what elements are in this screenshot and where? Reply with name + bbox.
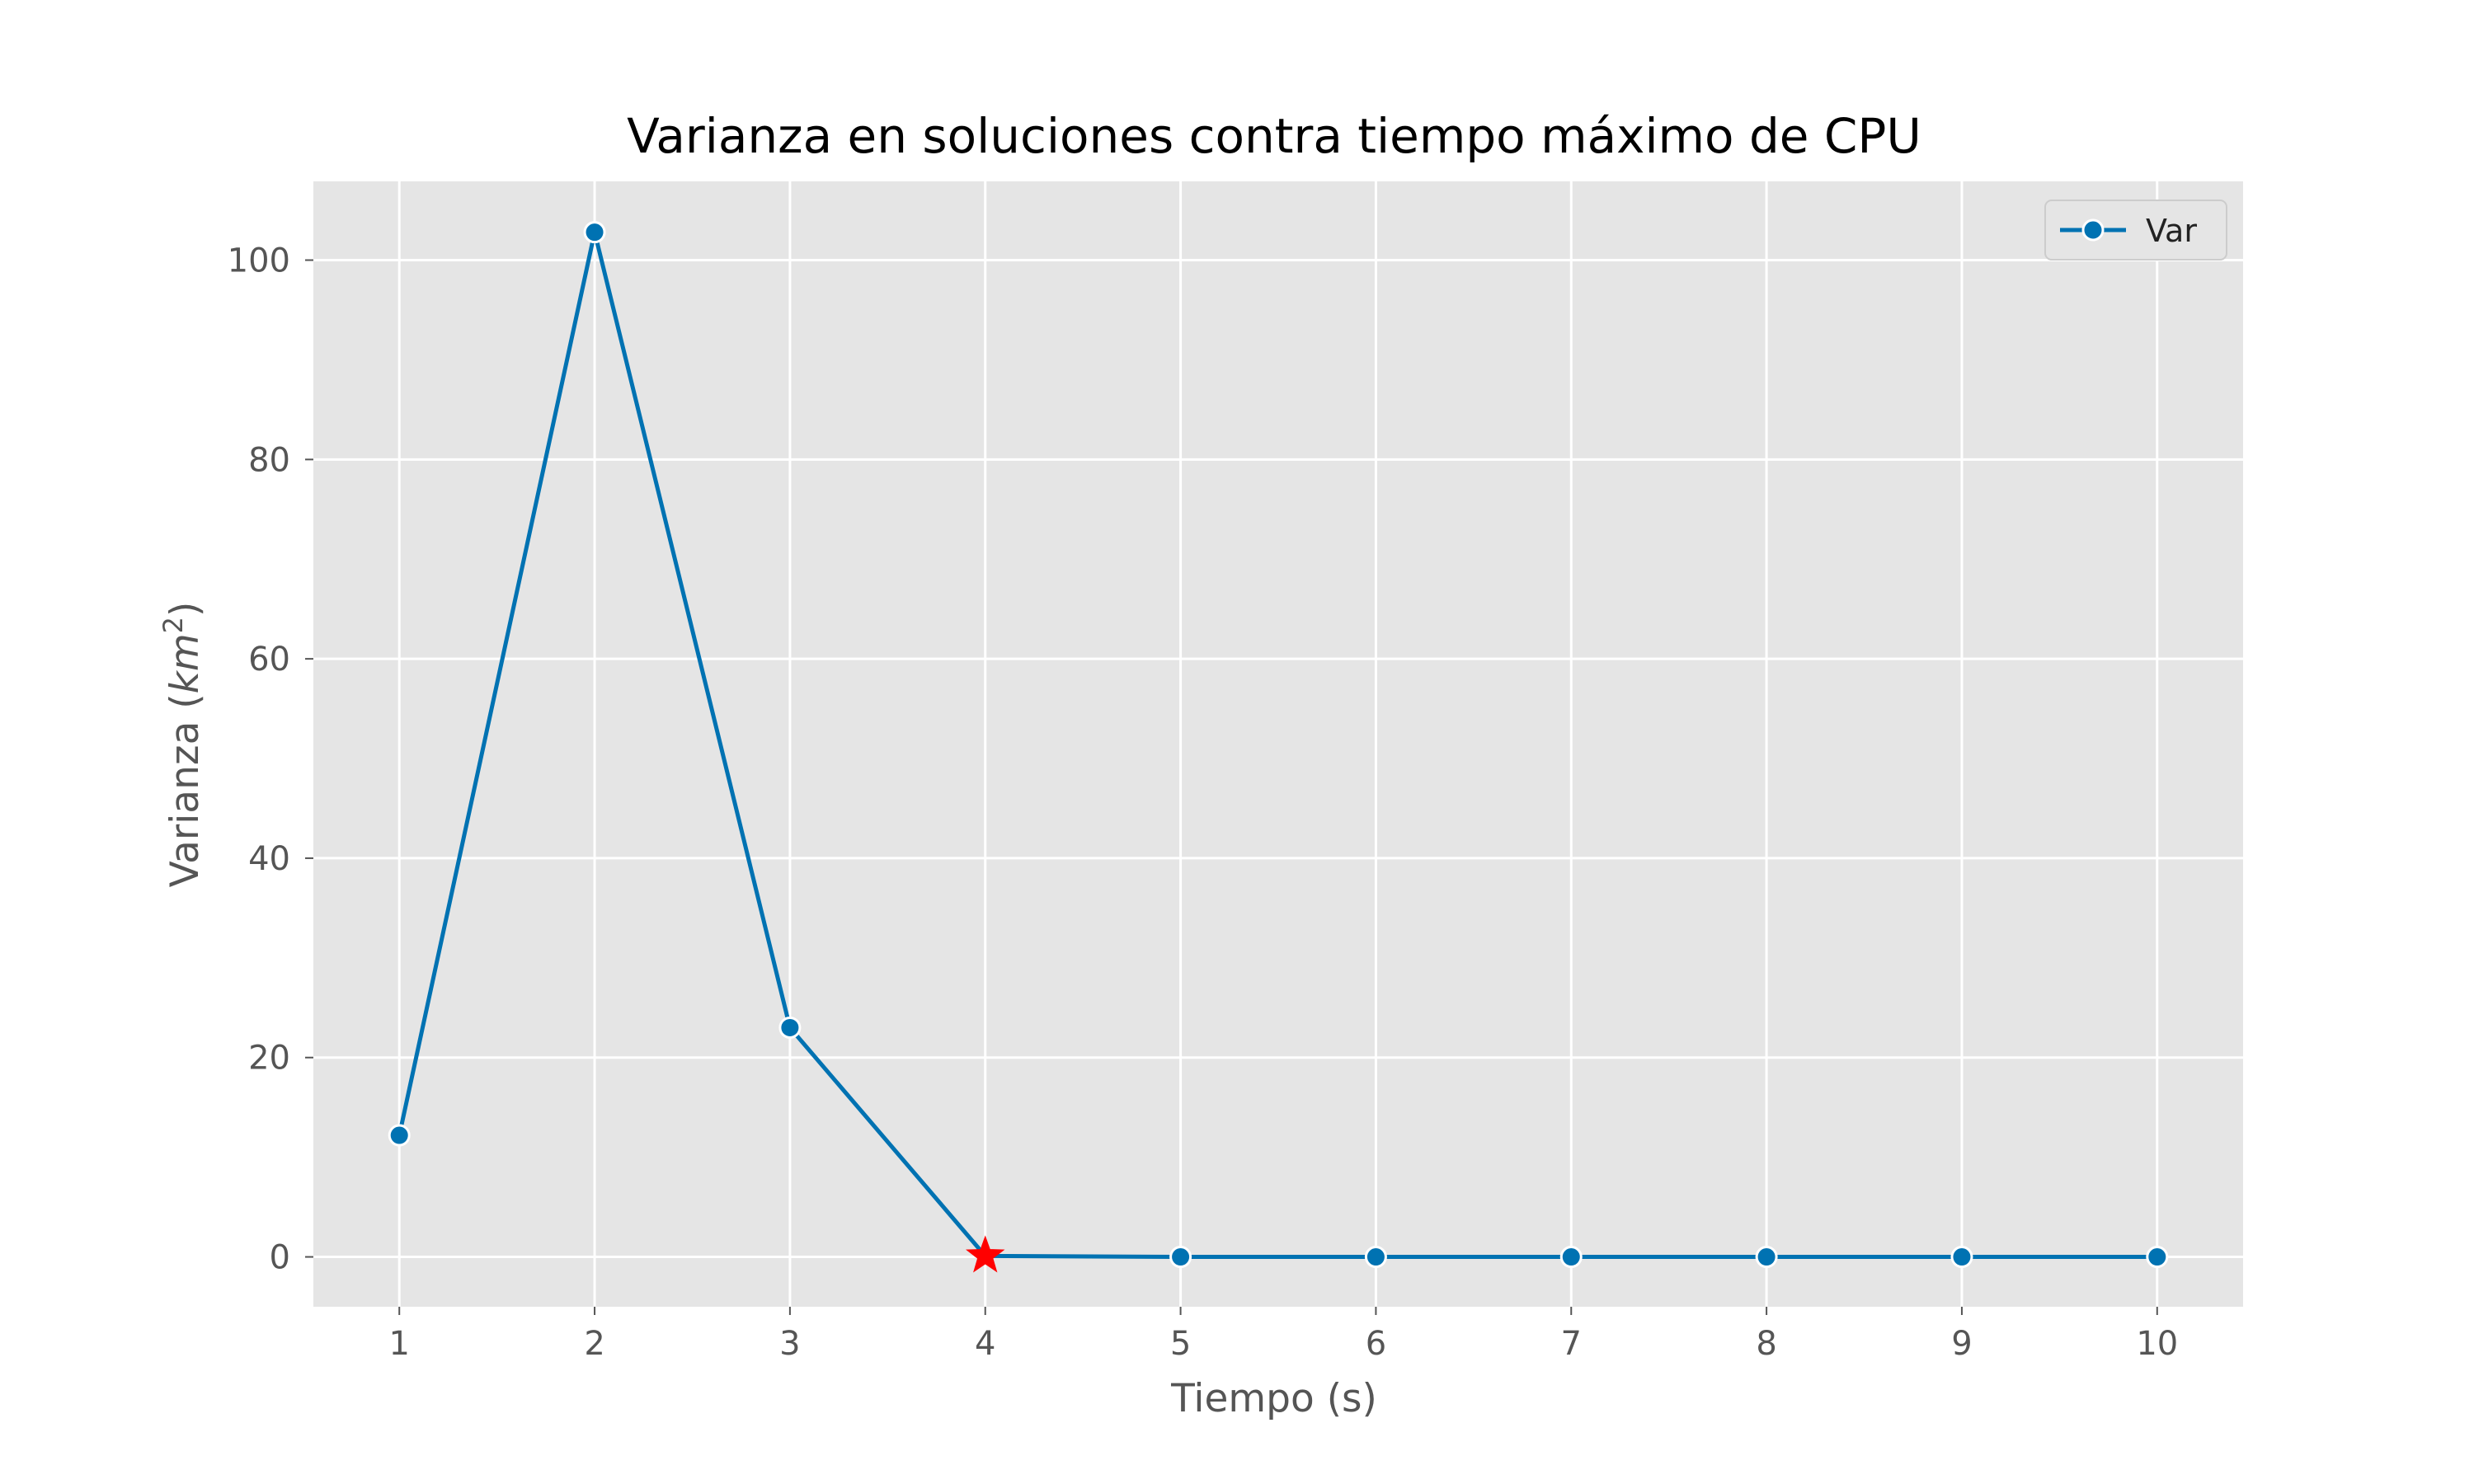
x-tick-label: 8 <box>1756 1325 1776 1363</box>
y-tick-label: 100 <box>228 242 290 280</box>
plot-area <box>313 181 2243 1307</box>
points-layer <box>388 221 2169 1269</box>
x-tick-label: 7 <box>1561 1325 1582 1363</box>
data-point <box>583 221 606 244</box>
data-point <box>1559 1246 1583 1269</box>
y-axis-label-superscript: 2 <box>158 617 189 633</box>
highlight-layer <box>965 1235 1005 1273</box>
y-axis-label: Varianza (km2) <box>158 602 208 888</box>
data-point <box>778 1016 802 1039</box>
y-axis-label-unit: km <box>162 633 208 693</box>
y-tick-label: 20 <box>248 1040 290 1078</box>
data-point <box>1950 1246 1973 1269</box>
x-tick-label: 5 <box>1170 1325 1191 1363</box>
highlight-star-marker <box>965 1235 1005 1273</box>
x-tick-label: 1 <box>388 1325 409 1363</box>
x-tick-label: 4 <box>975 1325 995 1363</box>
data-point <box>1364 1246 1387 1269</box>
data-point <box>388 1124 411 1147</box>
legend-marker <box>2081 218 2105 242</box>
y-axis-label-prefix: Varianza ( <box>162 693 208 887</box>
y-tick-label: 80 <box>248 441 290 479</box>
y-tick-label: 60 <box>248 641 290 679</box>
x-tick-label: 10 <box>2136 1325 2178 1363</box>
data-point <box>1169 1246 1192 1269</box>
legend-box <box>2044 200 2227 261</box>
data-point <box>1755 1246 1778 1269</box>
y-tick-label: 0 <box>270 1239 290 1277</box>
y-axis-label-suffix: ) <box>162 602 208 617</box>
data-point <box>2146 1246 2169 1269</box>
x-tick-label: 2 <box>584 1325 604 1363</box>
y-tick-label: 40 <box>248 840 290 878</box>
series-layer <box>397 230 2160 1260</box>
x-tick-label: 9 <box>1951 1325 1972 1363</box>
x-tick-label: 6 <box>1366 1325 1386 1363</box>
legend-label: Var <box>2146 213 2197 249</box>
chart-title: Varianza en soluciones contra tiempo máx… <box>627 108 1921 164</box>
series-line-var <box>397 230 2160 1260</box>
legend: Var <box>2044 200 2227 261</box>
x-tick-label: 3 <box>779 1325 800 1363</box>
x-axis-label: Tiempo (s) <box>1170 1376 1377 1421</box>
